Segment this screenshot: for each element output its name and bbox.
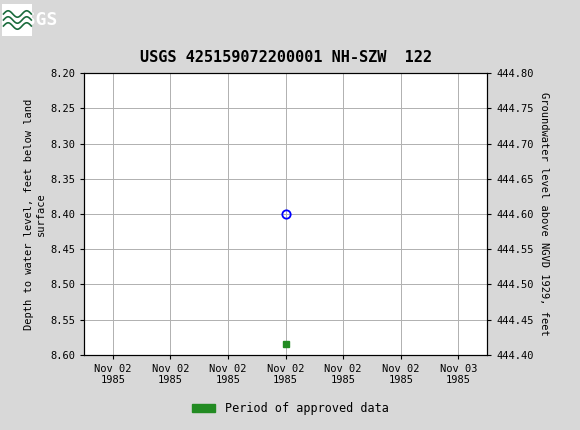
- Y-axis label: Groundwater level above NGVD 1929, feet: Groundwater level above NGVD 1929, feet: [539, 92, 549, 336]
- FancyBboxPatch shape: [2, 4, 32, 36]
- Legend: Period of approved data: Period of approved data: [187, 397, 393, 420]
- Y-axis label: Depth to water level, feet below land
surface: Depth to water level, feet below land su…: [24, 98, 46, 329]
- Title: USGS 425159072200001 NH-SZW  122: USGS 425159072200001 NH-SZW 122: [140, 50, 432, 65]
- Text: ≡USGS: ≡USGS: [3, 11, 57, 29]
